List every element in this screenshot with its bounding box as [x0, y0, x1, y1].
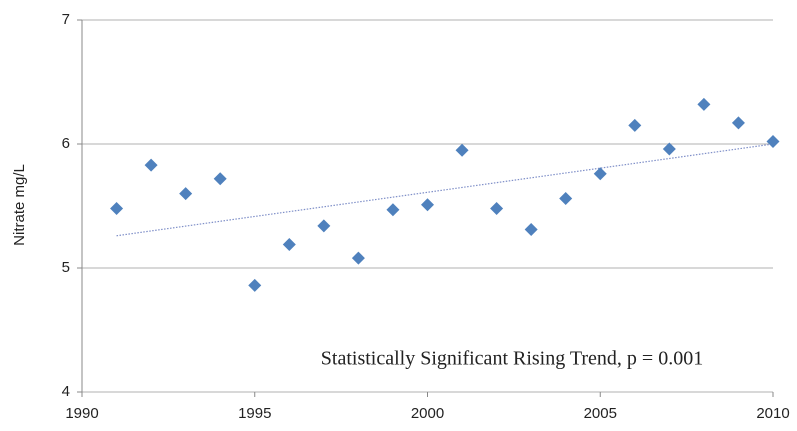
x-tick-label: 2000: [411, 405, 444, 422]
data-point: [386, 203, 400, 217]
data-point: [593, 167, 607, 181]
trendline: [116, 143, 774, 237]
x-tick-label: 2010: [756, 405, 789, 422]
data-point: [662, 142, 676, 156]
data-point: [628, 118, 642, 132]
y-tick-label: 4: [62, 383, 70, 400]
x-tick-label: 1995: [238, 405, 271, 422]
x-tick-label: 2005: [584, 405, 617, 422]
data-point: [455, 143, 469, 157]
data-point: [421, 198, 434, 212]
annotation: Statistically Significant Rising Trend, …: [321, 348, 703, 370]
data-point: [766, 135, 780, 149]
data-point: [144, 158, 158, 172]
y-tick-label: 5: [62, 259, 70, 276]
y-axis-label: Nitrate mg/L: [11, 164, 28, 246]
data-point: [248, 278, 262, 292]
data-point: [697, 97, 711, 111]
y-tick-label: 7: [62, 11, 70, 28]
data-point: [490, 201, 504, 215]
data-point: [179, 187, 193, 201]
data-point: [559, 192, 573, 206]
data-point: [351, 251, 365, 265]
data-point: [282, 237, 296, 251]
data-point: [731, 116, 745, 130]
data-point: [110, 201, 124, 215]
data-point: [317, 219, 331, 233]
y-tick-label: 6: [62, 135, 70, 152]
data-point: [524, 223, 538, 237]
data-point: [213, 172, 227, 186]
x-tick-label: 1990: [65, 405, 98, 422]
